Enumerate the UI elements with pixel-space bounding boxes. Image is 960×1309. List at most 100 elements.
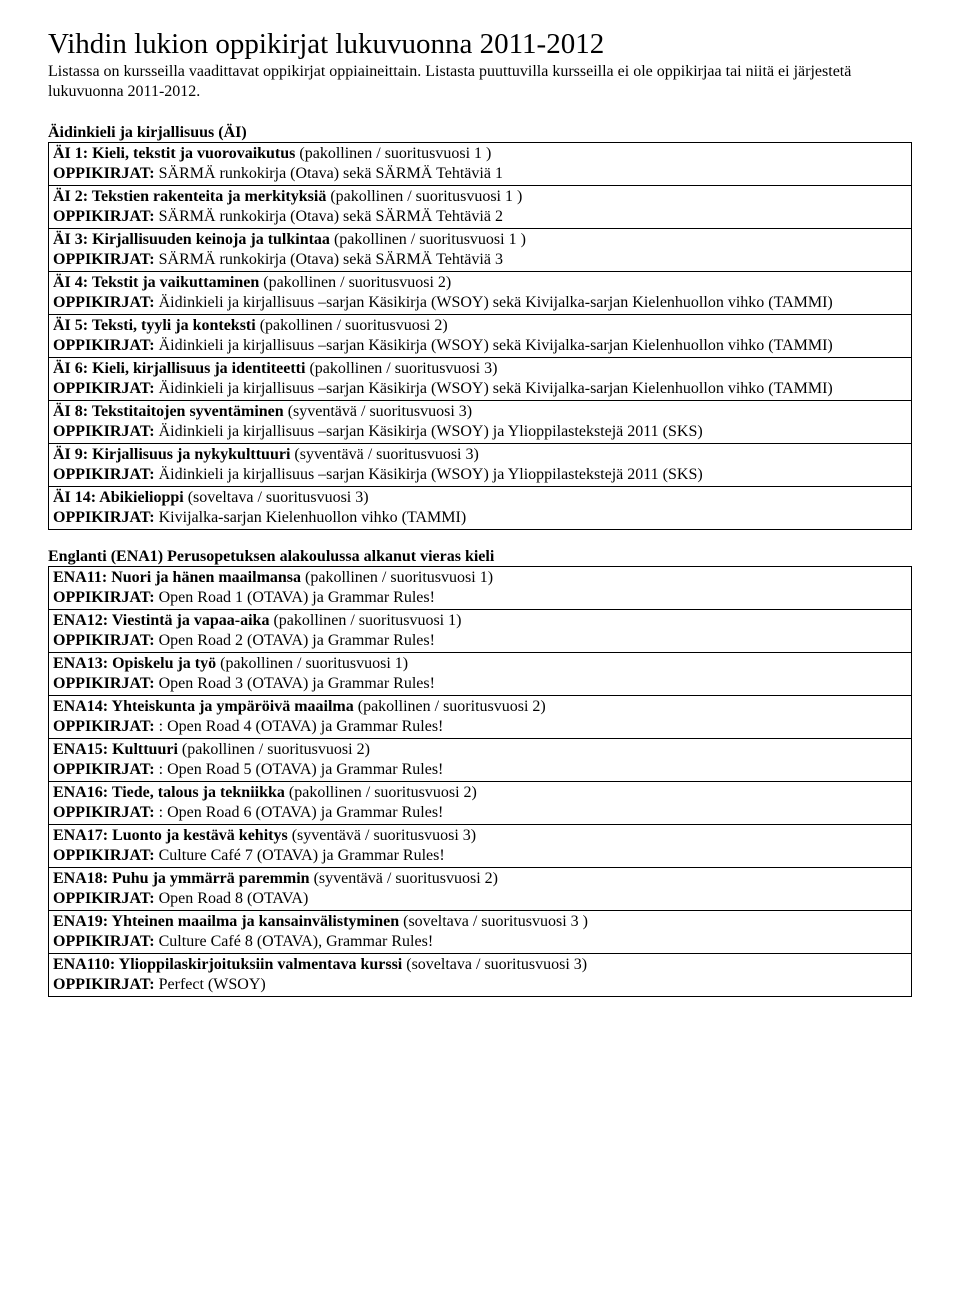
table-row: ENA12: Viestintä ja vapaa-aika (pakollin… [49,610,912,653]
table-row: ENA14: Yhteiskunta ja ympäröivä maailma … [49,696,912,739]
plain-text: SÄRMÄ runkokirja (Otava) sekä SÄRMÄ Teht… [159,208,503,225]
plain-text: Äidinkieli ja kirjallisuus –sarjan Käsik… [159,380,833,397]
bold-text: OPPIKIRJAT: [53,675,159,692]
bold-text: OPPIKIRJAT: [53,380,159,397]
plain-text: (pakollinen / suoritusvuosi 1) [273,612,461,629]
plain-text: Äidinkieli ja kirjallisuus –sarjan Käsik… [159,423,703,440]
table-cell: ENA19: Yhteinen maailma ja kansainvälist… [49,911,912,954]
table-cell: ENA13: Opiskelu ja työ (pakollinen / suo… [49,653,912,696]
bold-text: ÄI 3: Kirjallisuuden keinoja ja tulkinta… [53,231,334,248]
bold-text: ÄI 6: Kieli, kirjallisuus ja identiteett… [53,360,309,377]
bold-text: ENA12: Viestintä ja vapaa-aika [53,612,273,629]
bold-text: OPPIKIRJAT: [53,890,159,907]
plain-text: (pakollinen / suoritusvuosi 3) [309,360,497,377]
table-cell: ÄI 5: Teksti, tyyli ja konteksti (pakoll… [49,315,912,358]
table-row: ÄI 2: Tekstien rakenteita ja merkityksiä… [49,186,912,229]
plain-text: Open Road 8 (OTAVA) [159,890,309,907]
plain-text: (syventävä / suoritusvuosi 3) [288,403,472,420]
plain-text: Perfect (WSOY) [159,976,266,993]
plain-text: (soveltava / suoritusvuosi 3) [188,489,369,506]
table-row: ENA17: Luonto ja kestävä kehitys (syvent… [49,825,912,868]
table-row: ENA16: Tiede, talous ja tekniikka (pakol… [49,782,912,825]
plain-text: (pakollinen / suoritusvuosi 1 ) [334,231,526,248]
plain-text: (soveltava / suoritusvuosi 3 ) [403,913,588,930]
plain-text: Culture Café 7 (OTAVA) ja Grammar Rules! [159,847,445,864]
bold-text: ÄI 8: Tekstitaitojen syventäminen [53,403,288,420]
bold-text: OPPIKIRJAT: [53,847,159,864]
table-cell: ENA12: Viestintä ja vapaa-aika (pakollin… [49,610,912,653]
plain-text: (syventävä / suoritusvuosi 3) [294,446,478,463]
bold-text: ÄI 14: Abikielioppi [53,489,188,506]
plain-text: SÄRMÄ runkokirja (Otava) sekä SÄRMÄ Teht… [159,165,503,182]
plain-text: (pakollinen / suoritusvuosi 1) [305,569,493,586]
sections-container: Äidinkieli ja kirjallisuus (ÄI)ÄI 1: Kie… [48,124,912,997]
bold-text: OPPIKIRJAT: [53,589,159,606]
bold-text: OPPIKIRJAT: [53,294,159,311]
bold-text: OPPIKIRJAT: [53,423,159,440]
bold-text: OPPIKIRJAT: [53,208,159,225]
bold-text: ÄI 1: Kieli, tekstit ja vuorovaikutus [53,145,299,162]
table-row: ÄI 5: Teksti, tyyli ja konteksti (pakoll… [49,315,912,358]
bold-text: ENA19: Yhteinen maailma ja kansainvälist… [53,913,403,930]
page-title: Vihdin lukion oppikirjat lukuvuonna 2011… [48,28,912,61]
plain-text: Äidinkieli ja kirjallisuus –sarjan Käsik… [159,294,833,311]
plain-text: (pakollinen / suoritusvuosi 2) [289,784,477,801]
table-cell: ÄI 3: Kirjallisuuden keinoja ja tulkinta… [49,229,912,272]
table-cell: ENA16: Tiede, talous ja tekniikka (pakol… [49,782,912,825]
table-row: ÄI 6: Kieli, kirjallisuus ja identiteett… [49,358,912,401]
table-row: ÄI 1: Kieli, tekstit ja vuorovaikutus (p… [49,143,912,186]
bold-text: ÄI 5: Teksti, tyyli ja konteksti [53,317,260,334]
bold-text: ÄI 2: Tekstien rakenteita ja merkityksiä [53,188,330,205]
course-table: ÄI 1: Kieli, tekstit ja vuorovaikutus (p… [48,142,912,530]
table-row: ÄI 8: Tekstitaitojen syventäminen (syven… [49,401,912,444]
bold-text: ENA15: Kulttuuri [53,741,182,758]
bold-text: ENA17: Luonto ja kestävä kehitys [53,827,292,844]
table-cell: ÄI 8: Tekstitaitojen syventäminen (syven… [49,401,912,444]
table-row: ÄI 3: Kirjallisuuden keinoja ja tulkinta… [49,229,912,272]
section-heading: Äidinkieli ja kirjallisuus (ÄI) [48,124,912,142]
table-row: ÄI 4: Tekstit ja vaikuttaminen (pakollin… [49,272,912,315]
bold-text: OPPIKIRJAT: [53,165,159,182]
table-row: ENA18: Puhu ja ymmärrä paremmin (syventä… [49,868,912,911]
bold-text: OPPIKIRJAT: [53,337,159,354]
table-row: ÄI 9: Kirjallisuus ja nykykulttuuri (syv… [49,444,912,487]
table-cell: ÄI 14: Abikielioppi (soveltava / suoritu… [49,487,912,530]
page: Vihdin lukion oppikirjat lukuvuonna 2011… [0,0,960,1055]
table-row: ENA11: Nuori ja hänen maailmansa (pakoll… [49,567,912,610]
intro-paragraph: Listassa on kursseilla vaadittavat oppik… [48,62,912,102]
table-cell: ÄI 1: Kieli, tekstit ja vuorovaikutus (p… [49,143,912,186]
plain-text: : Open Road 6 (OTAVA) ja Grammar Rules! [159,804,444,821]
bold-text: ÄI 9: Kirjallisuus ja nykykulttuuri [53,446,294,463]
bold-text: ENA16: Tiede, talous ja tekniikka [53,784,289,801]
plain-text: Open Road 2 (OTAVA) ja Grammar Rules! [159,632,435,649]
plain-text: Kivijalka-sarjan Kielenhuollon vihko (TA… [159,509,467,526]
section-heading: Englanti (ENA1) Perusopetuksen alakoulus… [48,548,912,566]
bold-text: OPPIKIRJAT: [53,509,159,526]
bold-text: OPPIKIRJAT: [53,933,159,950]
bold-text: OPPIKIRJAT: [53,761,159,778]
plain-text: Äidinkieli ja kirjallisuus –sarjan Käsik… [159,466,703,483]
bold-text: OPPIKIRJAT: [53,804,159,821]
table-cell: ENA17: Luonto ja kestävä kehitys (syvent… [49,825,912,868]
plain-text: : Open Road 4 (OTAVA) ja Grammar Rules! [159,718,444,735]
bold-text: ENA13: Opiskelu ja työ [53,655,220,672]
plain-text: : Open Road 5 (OTAVA) ja Grammar Rules! [159,761,444,778]
plain-text: (pakollinen / suoritusvuosi 2) [263,274,451,291]
plain-text: (soveltava / suoritusvuosi 3) [406,956,587,973]
bold-text: ENA11: Nuori ja hänen maailmansa [53,569,305,586]
table-cell: ENA15: Kulttuuri (pakollinen / suoritusv… [49,739,912,782]
table-cell: ÄI 2: Tekstien rakenteita ja merkityksiä… [49,186,912,229]
plain-text: (syventävä / suoritusvuosi 2) [314,870,498,887]
plain-text: (pakollinen / suoritusvuosi 1 ) [330,188,522,205]
plain-text: Äidinkieli ja kirjallisuus –sarjan Käsik… [159,337,833,354]
plain-text: (pakollinen / suoritusvuosi 2) [358,698,546,715]
bold-text: OPPIKIRJAT: [53,466,159,483]
plain-text: (syventävä / suoritusvuosi 3) [292,827,476,844]
plain-text: (pakollinen / suoritusvuosi 2) [260,317,448,334]
table-cell: ÄI 4: Tekstit ja vaikuttaminen (pakollin… [49,272,912,315]
table-cell: ÄI 6: Kieli, kirjallisuus ja identiteett… [49,358,912,401]
plain-text: Open Road 1 (OTAVA) ja Grammar Rules! [159,589,435,606]
plain-text: Culture Café 8 (OTAVA), Grammar Rules! [159,933,434,950]
plain-text: SÄRMÄ runkokirja (Otava) sekä SÄRMÄ Teht… [159,251,503,268]
bold-text: OPPIKIRJAT: [53,976,159,993]
